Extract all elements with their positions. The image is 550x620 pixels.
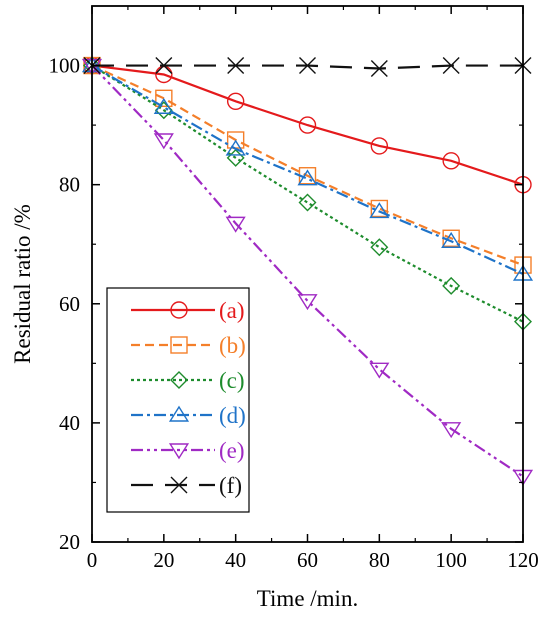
legend-label: (d) [219,403,246,428]
legend-label: (f) [219,473,242,498]
data-point [442,276,461,295]
series-line [91,64,524,186]
legend-box [106,287,250,513]
data-point [153,133,174,150]
data-point [370,199,389,218]
series-line [91,64,524,478]
legend-marker [168,405,190,422]
data-point [225,216,246,233]
legend-marker [170,336,188,354]
x-tick-label: 120 [507,548,539,572]
data-point [369,202,390,219]
legend-marker [170,476,188,494]
data-point [297,294,318,311]
data-point [227,57,245,75]
y-tick-label: 80 [59,173,80,197]
data-point [155,57,173,75]
data-point [441,231,462,248]
series-line [91,64,524,323]
x-tick-label: 60 [297,548,318,572]
axes: 0 20 40 60 80 100 120 20 40 60 80 100 [49,5,539,572]
legend-marker [168,443,190,460]
legend-label: (a) [219,298,245,323]
x-tick-label: 0 [87,548,98,572]
data-point [441,422,462,439]
series-line [91,64,524,276]
y-tick-label: 40 [59,411,80,435]
data-point [370,60,388,78]
y-axis-title: Residual ratio /% [10,204,35,364]
x-tick-label: 80 [369,548,390,572]
y-tick-label: 100 [49,54,81,78]
data-point [155,89,173,108]
legend-label: (b) [219,333,246,358]
x-axis-title: Time /min. [257,586,358,611]
legend-label: (e) [219,438,245,463]
data-point [370,238,389,257]
x-tick-label: 100 [435,548,467,572]
data-point [153,97,174,114]
data-point [298,116,317,134]
legend-label: (c) [219,368,245,393]
y-tick-label: 60 [59,292,80,316]
x-tick-label: 40 [225,548,246,572]
data-point [369,362,390,379]
legend-marker [170,301,188,319]
data-point [370,137,389,155]
legend-marker [170,371,188,389]
data-point [225,139,246,156]
data-point [299,57,316,75]
x-tick-label: 20 [153,548,174,572]
data-point [442,152,460,170]
legend: (a) (b) (c) (d) (e) (f) [106,287,250,513]
data-point [226,92,245,110]
data-point [298,193,317,212]
data-point [297,169,318,186]
y-tick-label: 20 [59,530,80,554]
data-point [442,57,460,75]
